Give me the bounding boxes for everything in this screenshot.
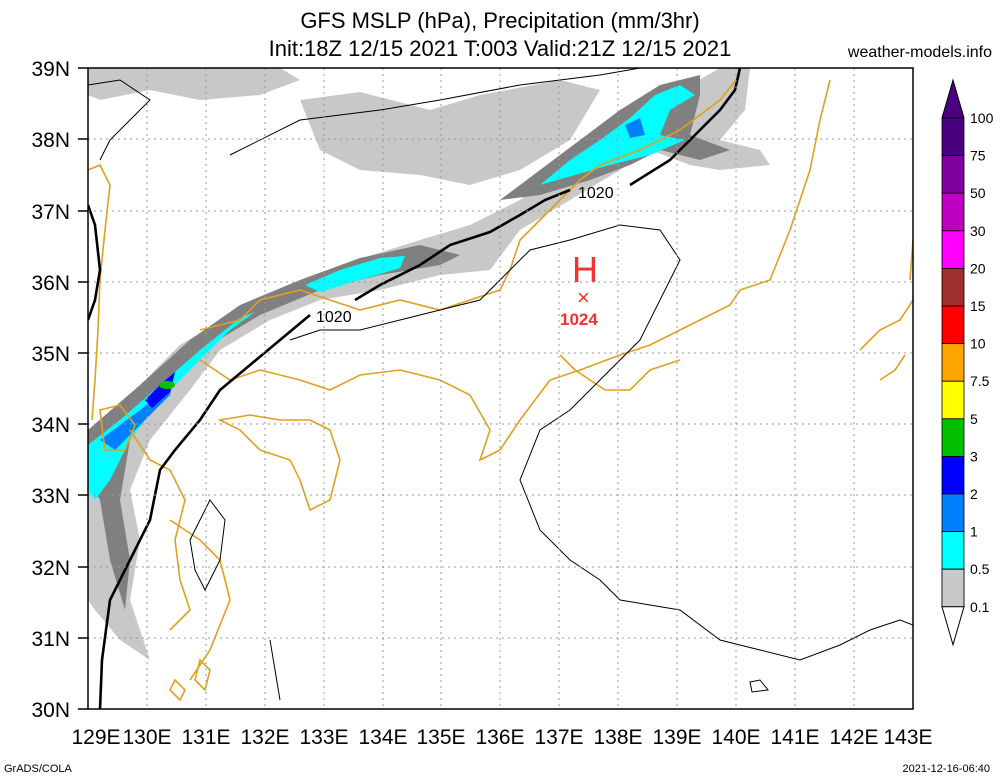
legend-swatch bbox=[941, 305, 965, 344]
legend-swatch bbox=[941, 155, 965, 194]
legend-label: 10 bbox=[970, 336, 986, 352]
legend-label: 2 bbox=[970, 486, 978, 502]
lon-label: 131E bbox=[181, 726, 230, 749]
lat-label: 33N bbox=[31, 485, 70, 508]
coastlines bbox=[88, 74, 913, 702]
lon-label: 140E bbox=[711, 726, 760, 749]
high-pressure-marker: × bbox=[577, 285, 590, 310]
lat-label: 37N bbox=[31, 201, 70, 224]
legend-top-arrow bbox=[941, 78, 965, 119]
legend-label: 30 bbox=[970, 223, 986, 239]
footer-timestamp: 2021-12-16-06:40 bbox=[902, 763, 990, 775]
legend-swatch bbox=[941, 493, 965, 532]
legend-label: 100 bbox=[970, 110, 994, 126]
lat-label: 36N bbox=[31, 272, 70, 295]
legend-label: 0.1 bbox=[970, 599, 990, 615]
precip-blue-area bbox=[625, 118, 645, 138]
lon-label: 133E bbox=[299, 726, 348, 749]
source-site: weather-models.info bbox=[847, 44, 992, 61]
legend-label: 75 bbox=[970, 148, 986, 164]
legend-label: 0.5 bbox=[970, 561, 990, 577]
borders bbox=[88, 68, 913, 701]
legend-swatch bbox=[941, 117, 965, 156]
precip-legend: 0.1 0.5 1 2 3 5 7.5 10 15 20 30 50 75 100 bbox=[941, 78, 994, 647]
lat-label: 35N bbox=[31, 343, 70, 366]
lat-label: 34N bbox=[31, 414, 70, 437]
lon-label: 139E bbox=[652, 726, 701, 749]
lon-label: 132E bbox=[240, 726, 289, 749]
precip-light-area bbox=[300, 80, 600, 185]
high-pressure-symbol: H bbox=[572, 249, 598, 290]
precip-blue-area bbox=[145, 372, 175, 408]
legend-label: 1 bbox=[970, 524, 978, 540]
footer-credit: GrADS/COLA bbox=[4, 763, 72, 775]
lon-label: 141E bbox=[770, 726, 819, 749]
lat-axis: 39N 38N 37N 36N 35N 34N 33N 32N 31N 30N bbox=[31, 58, 70, 722]
lat-ticks bbox=[78, 67, 88, 710]
precip-green-spot bbox=[159, 381, 175, 389]
lat-label: 30N bbox=[31, 699, 70, 722]
legend-label: 15 bbox=[970, 298, 986, 314]
lat-label: 31N bbox=[31, 628, 70, 651]
precip-heavy-area bbox=[305, 256, 405, 292]
lon-label: 136E bbox=[475, 726, 524, 749]
lat-label: 32N bbox=[31, 557, 70, 580]
legend-label: 20 bbox=[970, 260, 986, 276]
lon-label: 129E bbox=[71, 726, 120, 749]
legend-swatch bbox=[941, 267, 965, 307]
legend-swatch bbox=[941, 230, 965, 269]
lon-label: 137E bbox=[534, 726, 583, 749]
legend-swatch bbox=[941, 568, 965, 608]
legend-swatch bbox=[941, 455, 965, 495]
map-title: GFS MSLP (hPa), Precipitation (mm/3hr) bbox=[300, 8, 700, 33]
legend-label: 5 bbox=[970, 411, 978, 427]
legend-label: 50 bbox=[970, 185, 986, 201]
isobar-label: 1020 bbox=[316, 309, 352, 326]
precip-light-area bbox=[88, 68, 300, 100]
lat-label: 38N bbox=[31, 129, 70, 152]
legend-swatch bbox=[941, 380, 965, 420]
precip-heavy-area bbox=[88, 312, 255, 500]
lon-axis: 129E 130E 131E 132E 133E 134E 135E 136E … bbox=[71, 726, 932, 749]
legend-label: 7.5 bbox=[970, 373, 990, 389]
legend-swatch bbox=[941, 343, 965, 382]
lon-label: 134E bbox=[358, 726, 407, 749]
legend-bottom-arrow bbox=[941, 606, 965, 647]
legend-swatch bbox=[941, 192, 965, 232]
legend-label: 3 bbox=[970, 448, 978, 464]
precip-blue-area bbox=[100, 372, 175, 450]
lon-label: 143E bbox=[883, 726, 932, 749]
lon-label: 142E bbox=[829, 726, 878, 749]
isobar-label: 1020 bbox=[578, 185, 614, 202]
legend-swatch bbox=[941, 531, 965, 570]
lon-label: 135E bbox=[416, 726, 465, 749]
map-border bbox=[87, 67, 914, 710]
lat-lon-grid bbox=[88, 68, 913, 709]
high-pressure-value: 1024 bbox=[560, 310, 598, 329]
map-subtitle: Init:18Z 12/15 2021 T:003 Valid:21Z 12/1… bbox=[268, 36, 732, 61]
precip-moderate-area bbox=[88, 245, 460, 610]
legend-swatch bbox=[941, 418, 965, 457]
lon-label: 130E bbox=[122, 726, 171, 749]
lat-label: 39N bbox=[31, 58, 70, 81]
lon-label: 138E bbox=[593, 726, 642, 749]
